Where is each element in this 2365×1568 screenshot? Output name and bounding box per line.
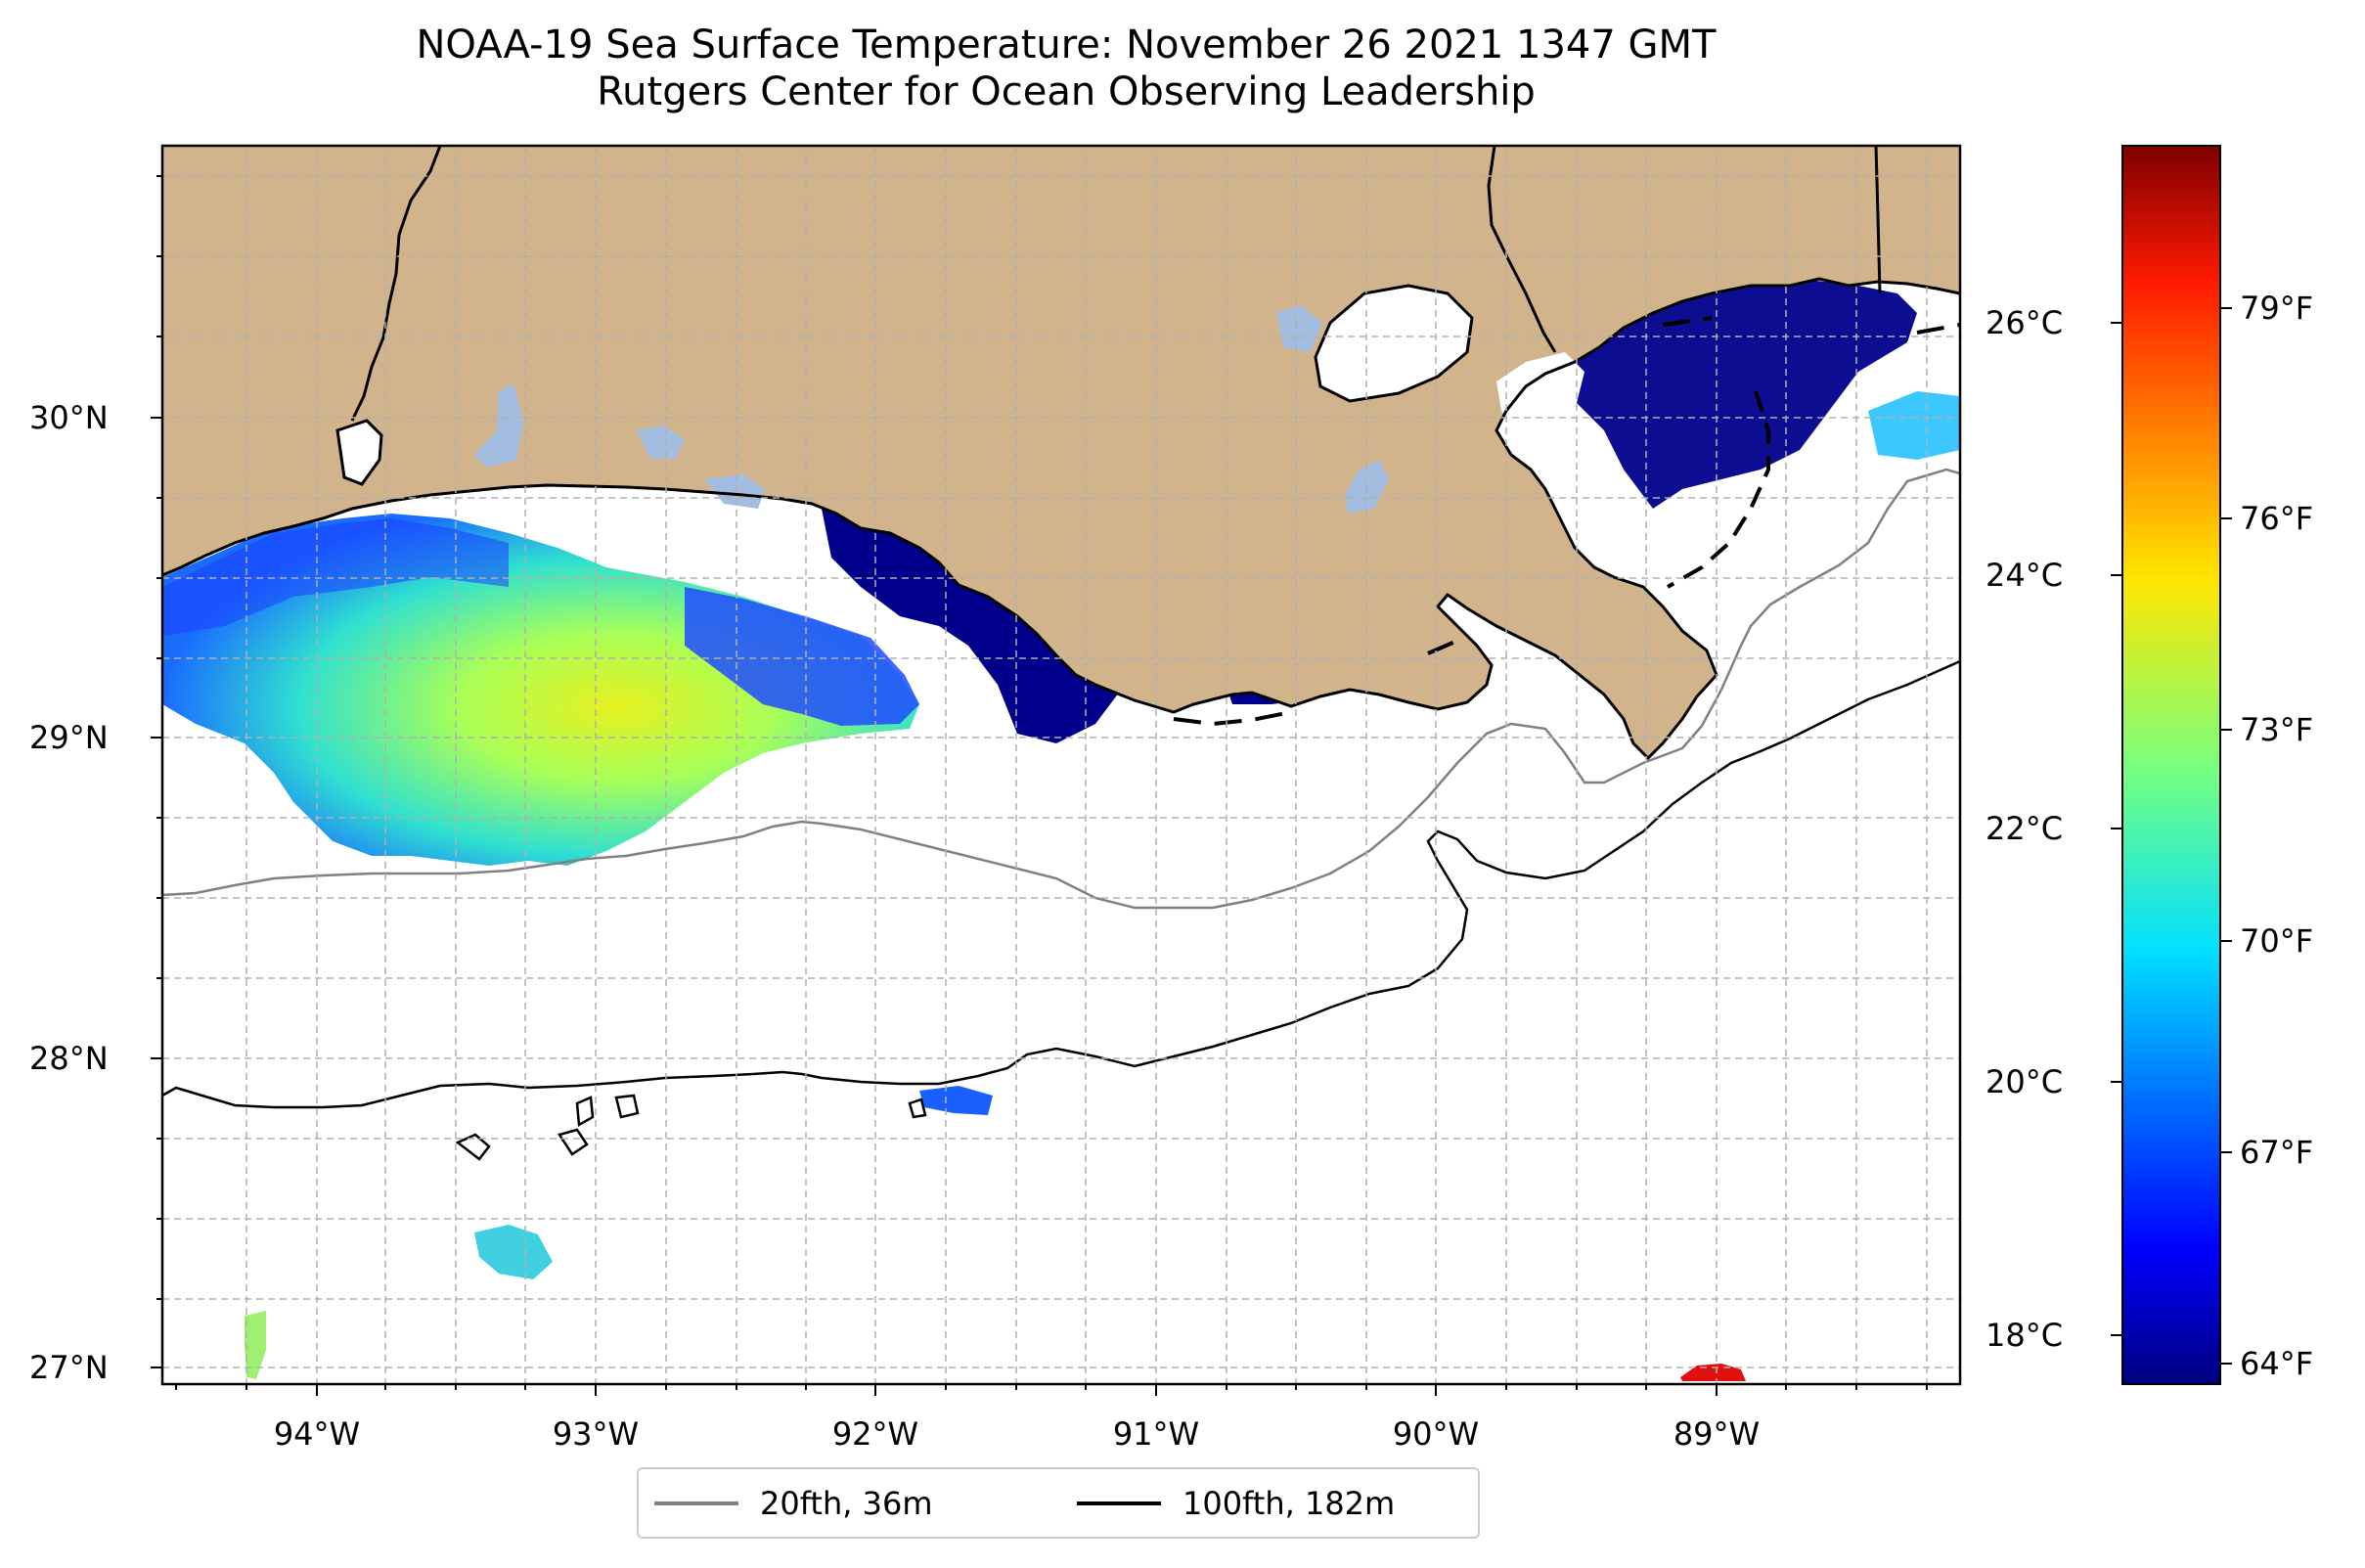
colorbar bbox=[2121, 145, 2221, 1385]
map-area bbox=[162, 146, 1960, 1384]
state-border-west bbox=[350, 146, 442, 422]
legend-line-black bbox=[1077, 1501, 1161, 1505]
lake-maurepas bbox=[1276, 305, 1322, 352]
y-tick-label: 28°N bbox=[29, 1040, 109, 1077]
x-tick-label: 93°W bbox=[552, 1415, 640, 1453]
land bbox=[162, 146, 1960, 758]
legend-label: 100fth, 182m bbox=[1182, 1484, 1396, 1522]
sst-patch-sw bbox=[245, 1311, 266, 1379]
calcasieu-lake bbox=[474, 383, 523, 468]
legend-line-gray bbox=[654, 1501, 738, 1505]
sst-east-warm bbox=[1868, 391, 1960, 460]
y-axis-ticks bbox=[151, 175, 162, 1368]
white-lake-shore bbox=[335, 419, 383, 486]
lake-pontchartrain-shore bbox=[1314, 284, 1474, 403]
contour-100fth bbox=[162, 659, 1960, 1109]
legend-label: 20fth, 36m bbox=[760, 1484, 933, 1522]
y-tick-label: 29°N bbox=[29, 719, 109, 756]
colorbar-fahrenheit-label: 70°F bbox=[2240, 922, 2314, 960]
chandeleur-islands bbox=[1667, 390, 1770, 589]
sst-nearshore-navy bbox=[822, 494, 1135, 743]
x-tick-label: 91°W bbox=[1112, 1415, 1200, 1453]
grand-lake bbox=[636, 426, 685, 460]
colorbar-celsius-label: 24°C bbox=[1986, 557, 2064, 594]
x-tick-label: 90°W bbox=[1392, 1415, 1480, 1453]
white-lake bbox=[337, 421, 381, 484]
title-line-1: NOAA-19 Sea Surface Temperature: Novembe… bbox=[416, 22, 1717, 67]
colorbar-fahrenheit-label: 67°F bbox=[2240, 1134, 2314, 1171]
x-tick-label: 89°W bbox=[1673, 1415, 1761, 1453]
colorbar-celsius-label: 20°C bbox=[1986, 1063, 2064, 1100]
legend-item-20fth: 20fth, 36m bbox=[654, 1469, 932, 1537]
lake-borgne bbox=[1496, 352, 1584, 430]
colorbar-fahrenheit-label: 79°F bbox=[2240, 290, 2314, 327]
lake-pontchartrain bbox=[1316, 286, 1472, 401]
contour-islands bbox=[455, 1094, 927, 1161]
colorbar-celsius-label: 26°C bbox=[1986, 304, 2064, 341]
contour-20fth bbox=[162, 468, 1960, 910]
sst-cool-strip bbox=[685, 587, 919, 726]
y-tick-label: 30°N bbox=[29, 399, 109, 436]
sst-patch-south bbox=[474, 1225, 553, 1279]
colorbar-fahrenheit-label: 64°F bbox=[2240, 1345, 2314, 1382]
x-axis-ticks bbox=[175, 1384, 1928, 1396]
legend-item-100fth: 100fth, 182m bbox=[1077, 1469, 1395, 1537]
colorbar-fahrenheit-label: 76°F bbox=[2240, 500, 2314, 537]
x-tick-label: 92°W bbox=[831, 1415, 919, 1453]
x-tick-label: 94°W bbox=[273, 1415, 361, 1453]
state-border-east bbox=[1487, 146, 1882, 353]
gridlines bbox=[162, 146, 1960, 1384]
sst-field-west-dark bbox=[162, 518, 509, 636]
colorbar-celsius-label: 18°C bbox=[1986, 1317, 2064, 1354]
barrier-islands bbox=[1173, 316, 1960, 727]
vermilion-bay bbox=[704, 474, 765, 509]
title-line-2: Rutgers Center for Ocean Observing Leade… bbox=[597, 69, 1536, 114]
colorbar-ticks bbox=[2111, 307, 2232, 1365]
colorbar-fahrenheit-label: 73°F bbox=[2240, 711, 2314, 748]
sst-patch-mid bbox=[919, 1086, 993, 1115]
colorbar-celsius-label: 22°C bbox=[1986, 810, 2064, 847]
legend: 20fth, 36m 100fth, 182m bbox=[637, 1467, 1480, 1539]
map-frame bbox=[160, 144, 1962, 1386]
y-tick-label: 27°N bbox=[29, 1349, 109, 1386]
chart-title: NOAA-19 Sea Surface Temperature: Novembe… bbox=[0, 22, 2132, 115]
